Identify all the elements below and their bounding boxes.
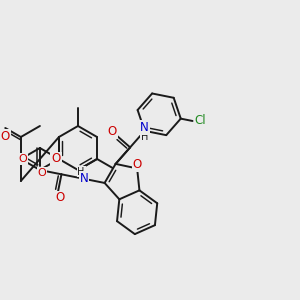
Text: N: N [140,121,149,134]
Text: O: O [55,191,64,205]
Text: O: O [51,152,61,166]
Text: O: O [1,130,10,142]
Text: O: O [108,124,117,138]
Text: O: O [19,154,27,164]
Text: N: N [80,172,88,185]
Text: Cl: Cl [195,115,206,128]
Text: H: H [141,132,148,142]
Text: O: O [38,168,46,178]
Text: H: H [77,167,85,177]
Text: O: O [133,158,142,171]
